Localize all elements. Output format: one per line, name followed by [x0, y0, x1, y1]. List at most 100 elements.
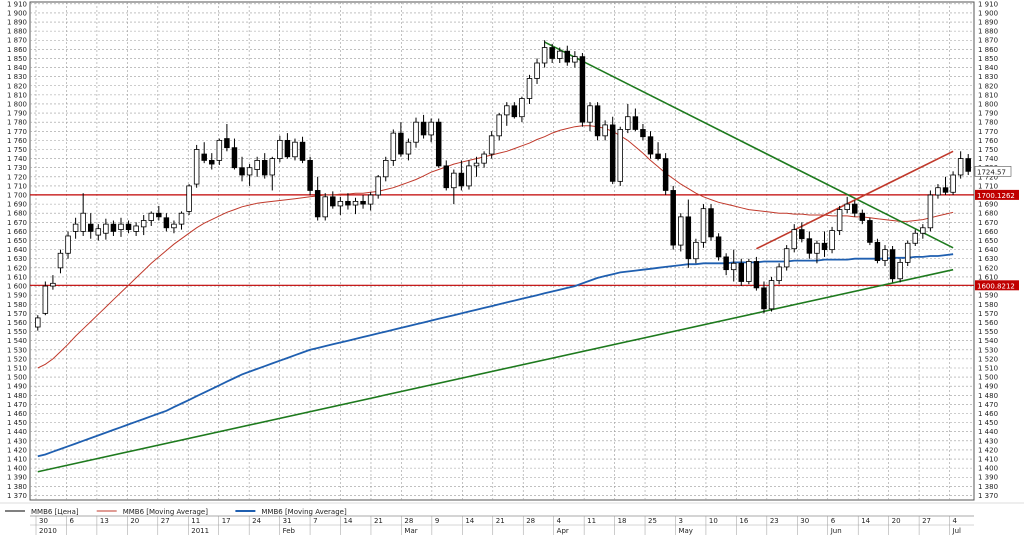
y-tick-label-left: 1 680	[7, 210, 27, 218]
level-label: 1700.1262	[977, 192, 1015, 200]
candle-body-up	[367, 194, 374, 205]
candle-body-down	[224, 138, 230, 149]
candle-body-up	[337, 200, 344, 207]
candle-body-up	[383, 160, 389, 178]
candle-body-up	[292, 141, 298, 158]
y-tick-label-left: 1 550	[7, 328, 27, 336]
y-tick-label-left: 1 480	[7, 392, 27, 400]
y-tick-label-left: 1 880	[7, 28, 27, 36]
y-tick-label-left: 1 410	[7, 456, 27, 464]
y-tick-label-right: 1 540	[978, 337, 998, 345]
candle-body-up	[95, 228, 102, 236]
x-tick-label-day: 16	[739, 517, 748, 525]
candle-body-up	[80, 212, 86, 232]
y-tick-label-right: 1 470	[978, 401, 998, 409]
trend-line	[544, 41, 954, 249]
candle-body-down	[156, 212, 162, 218]
x-tick-label-day: 27	[161, 517, 170, 525]
y-tick-label-right: 1 560	[978, 319, 998, 327]
last-price-label: 1724.57	[977, 168, 1006, 176]
candle-body-down	[662, 158, 669, 191]
y-tick-label-right: 1 820	[978, 82, 998, 90]
y-tick-label-left: 1 760	[7, 137, 27, 145]
candle-body-down	[435, 121, 442, 167]
y-tick-label-left: 1 490	[7, 383, 27, 391]
y-tick-label-left: 1 460	[7, 410, 27, 418]
candle-body-down	[753, 261, 760, 289]
candle-body-up	[912, 232, 919, 244]
candle-body-up	[178, 212, 185, 225]
x-tick-label-day: 28	[404, 517, 413, 525]
y-tick-label-left: 1 740	[7, 155, 27, 163]
y-tick-label-right: 1 840	[978, 64, 998, 72]
last-price-box	[974, 166, 1012, 177]
candle-body-up	[481, 153, 487, 164]
y-tick-label-left: 1 540	[7, 337, 27, 345]
candle-body-up	[254, 160, 260, 170]
candle-body-down	[360, 200, 366, 205]
y-tick-label-right: 1 590	[978, 292, 998, 300]
y-tick-label-right: 1 650	[978, 237, 998, 245]
x-tick-label-day: 17	[222, 517, 231, 525]
y-tick-label-left: 1 810	[7, 91, 27, 99]
candle-body-up	[927, 194, 934, 229]
candle-body-down	[579, 56, 586, 123]
candle-body-up	[602, 124, 608, 137]
y-tick-label-right: 1 870	[978, 37, 998, 45]
y-tick-label-left: 1 650	[7, 237, 27, 245]
candle-body-up	[920, 227, 926, 234]
y-tick-label-right: 1 570	[978, 310, 998, 318]
candle-body-up	[65, 235, 71, 254]
x-tick-label-month: Jul	[952, 527, 962, 535]
y-tick-label-left: 1 900	[7, 9, 27, 17]
candle-body-up	[587, 105, 593, 123]
x-tick-label-day: 4	[557, 517, 562, 525]
y-tick-label-right: 1 910	[978, 0, 998, 8]
candle-body-up	[148, 212, 154, 221]
y-tick-label-left: 1 630	[7, 255, 27, 263]
y-tick-label-left: 1 790	[7, 110, 27, 118]
candle-body-up	[625, 116, 631, 130]
candle-body-up	[277, 139, 283, 159]
y-tick-label-right: 1 710	[978, 182, 998, 190]
candle-body-up	[186, 185, 192, 212]
candle-body-up	[534, 62, 540, 79]
candle-body-up	[140, 220, 147, 228]
trend-line	[37, 268, 954, 473]
x-tick-label-day: 6	[69, 517, 74, 525]
y-tick-label-right: 1 410	[978, 456, 998, 464]
candle-body-down	[715, 236, 722, 258]
x-tick-label-month: Feb	[283, 527, 296, 535]
candle-body-up	[103, 223, 109, 234]
y-tick-label-left: 1 700	[7, 192, 27, 200]
candle-body-down	[564, 50, 571, 63]
candle-body-down	[345, 200, 351, 206]
candle-body-down	[420, 121, 427, 136]
y-tick-label-left: 1 710	[7, 182, 27, 190]
x-tick-label-day: 18	[618, 517, 627, 525]
candle-body-up	[730, 262, 737, 271]
candle-body-down	[307, 160, 313, 191]
x-tick-label-day: 30	[800, 517, 809, 525]
x-tick-label-day: 20	[892, 517, 901, 525]
y-tick-label-left: 1 400	[7, 465, 27, 473]
candle-body-up	[504, 105, 510, 116]
y-tick-label-left: 1 370	[7, 492, 27, 500]
candle-body-down	[761, 287, 767, 310]
y-tick-label-left: 1 560	[7, 319, 27, 327]
y-tick-label-left: 1 510	[7, 364, 27, 372]
y-tick-label-left: 1 470	[7, 401, 27, 409]
candle-body-up	[473, 162, 480, 167]
y-tick-label-right: 1 610	[978, 273, 998, 281]
level-label-box	[975, 189, 1019, 200]
y-tick-label-right: 1 830	[978, 73, 998, 81]
y-tick-label-right: 1 500	[978, 374, 998, 382]
candle-body-up	[133, 225, 139, 232]
candle-body-down	[685, 216, 692, 260]
y-tick-label-right: 1 490	[978, 383, 998, 391]
candle-body-down	[201, 153, 207, 161]
y-tick-label-left: 1 440	[7, 428, 27, 436]
candle-body-down	[261, 160, 268, 176]
y-tick-label-left: 1 600	[7, 283, 27, 291]
